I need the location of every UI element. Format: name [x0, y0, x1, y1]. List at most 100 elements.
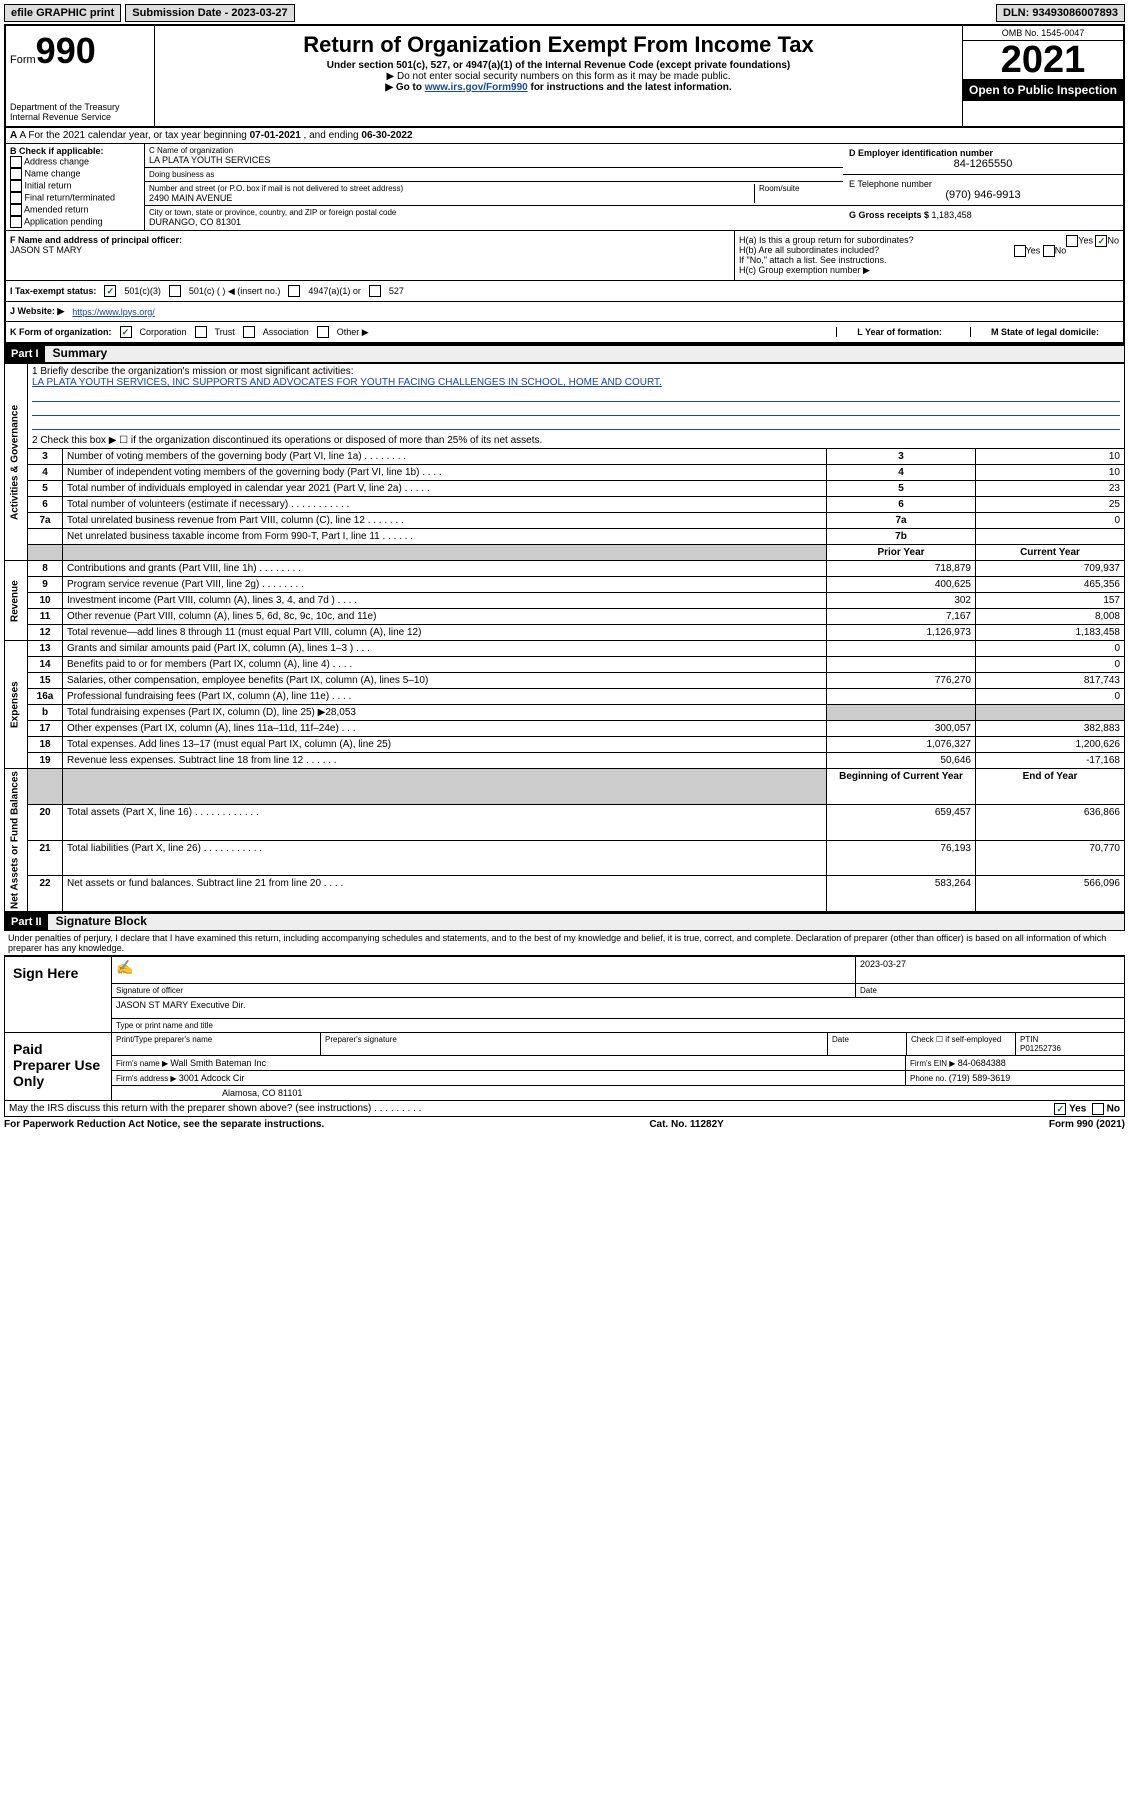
line-19: 19Revenue less expenses. Subtract line 1… — [5, 753, 1125, 769]
line-10: 10Investment income (Part VIII, column (… — [5, 593, 1125, 609]
line-16a: 16aProfessional fundraising fees (Part I… — [5, 689, 1125, 705]
org-name: LA PLATA YOUTH SERVICES — [149, 155, 839, 165]
check-amended-return[interactable]: Amended return — [10, 204, 140, 216]
check-4947[interactable] — [288, 285, 300, 297]
line-15: 15Salaries, other compensation, employee… — [5, 673, 1125, 689]
row-i-tax-status: I Tax-exempt status: 501(c)(3) 501(c) ( … — [4, 281, 1125, 302]
q1-mission[interactable]: LA PLATA YOUTH SERVICES, INC SUPPORTS AN… — [32, 377, 662, 388]
officer-printed-name: JASON ST MARY Executive Dir. — [112, 998, 1124, 1018]
discuss-row: May the IRS discuss this return with the… — [4, 1101, 1125, 1117]
sidelabel-netassets: Net Assets or Fund Balances — [5, 769, 28, 912]
efile-box[interactable]: efile GRAPHIC print — [4, 4, 121, 22]
line-3: 3Number of voting members of the governi… — [5, 449, 1125, 465]
check-other[interactable] — [317, 326, 329, 338]
form-header: Form990 Department of the Treasury Inter… — [4, 24, 1125, 128]
q2-text: 2 Check this box ▶ ☐ if the organization… — [28, 433, 1125, 449]
line-14: 14Benefits paid to or for members (Part … — [5, 657, 1125, 673]
suite-label: Room/suite — [759, 184, 839, 193]
line-7a: 7aTotal unrelated business revenue from … — [5, 513, 1125, 529]
part-i-header: Part ISummary — [4, 344, 1125, 363]
addr-label: Number and street (or P.O. box if mail i… — [149, 184, 754, 193]
line-20: 20Total assets (Part X, line 16) . . . .… — [5, 804, 1125, 840]
subtitle-2: ▶ Do not enter social security numbers o… — [159, 71, 958, 82]
f-label: F Name and address of principal officer: — [10, 235, 730, 245]
row-j-website: J Website: ▶ https://www.lpys.org/ — [4, 302, 1125, 322]
check-corporation[interactable] — [120, 326, 132, 338]
form-title: Return of Organization Exempt From Incom… — [159, 32, 958, 58]
line-6: 6Total number of volunteers (estimate if… — [5, 497, 1125, 513]
b-label: B Check if applicable: — [10, 146, 140, 156]
check-501c[interactable] — [169, 285, 181, 297]
line-18: 18Total expenses. Add lines 13–17 (must … — [5, 737, 1125, 753]
sign-date: 2023-03-27 — [856, 957, 1124, 983]
firm-name: Wall Smith Bateman Inc — [170, 1058, 266, 1068]
check-association[interactable] — [243, 326, 255, 338]
ein-value: 84-1265550 — [849, 158, 1117, 170]
paid-preparer-label: Paid Preparer Use Only — [5, 1033, 112, 1100]
col-headers-1: Prior YearCurrent Year — [5, 545, 1125, 561]
sidelabel-expenses: Expenses — [5, 641, 28, 769]
dept-label: Department of the Treasury Internal Reve… — [10, 102, 150, 122]
part-ii-header: Part IISignature Block — [4, 912, 1125, 931]
signature-section: Sign Here ✍ 2023-03-27 Signature of offi… — [4, 955, 1125, 1101]
sig-of-officer-label: Signature of officer — [112, 984, 856, 997]
dba-label: Doing business as — [149, 170, 839, 179]
declaration-text: Under penalties of perjury, I declare th… — [4, 931, 1125, 955]
check-application-pending[interactable]: Application pending — [10, 216, 140, 228]
sign-here-label: Sign Here — [5, 957, 112, 1032]
line-5: 5Total number of individuals employed in… — [5, 481, 1125, 497]
discuss-no[interactable] — [1092, 1103, 1104, 1115]
street-address: 2490 MAIN AVENUE — [149, 193, 754, 203]
firm-addr2: Alamosa, CO 81101 — [112, 1086, 1124, 1100]
form-number: Form990 — [10, 30, 150, 72]
firm-addr1: 3001 Adcock Cir — [179, 1073, 245, 1083]
tax-year: 2021 — [963, 41, 1123, 79]
line-16b: bTotal fundraising expenses (Part IX, co… — [5, 705, 1125, 721]
instructions-link[interactable]: www.irs.gov/Form990 — [425, 82, 528, 93]
cat-no: Cat. No. 11282Y — [649, 1119, 723, 1130]
section-fh: F Name and address of principal officer:… — [4, 231, 1125, 281]
form-ref: Form 990 (2021) — [1049, 1119, 1125, 1130]
q1-label: 1 Briefly describe the organization's mi… — [32, 366, 1120, 377]
summary-table: Activities & Governance 1 Briefly descri… — [4, 363, 1125, 912]
sidelabel-governance: Activities & Governance — [5, 364, 28, 561]
l-label: L Year of formation: — [857, 327, 942, 337]
line-11: 11Other revenue (Part VIII, column (A), … — [5, 609, 1125, 625]
subtitle-1: Under section 501(c), 527, or 4947(a)(1)… — [159, 60, 958, 71]
m-label: M State of legal domicile: — [991, 327, 1099, 337]
date-label: Date — [856, 984, 1124, 997]
ha-question: H(a) Is this a group return for subordin… — [739, 235, 1119, 245]
check-trust[interactable] — [195, 326, 207, 338]
city-value: DURANGO, CO 81301 — [149, 217, 839, 227]
city-label: City or town, state or province, country… — [149, 208, 839, 217]
section-bcdeg: B Check if applicable: Address change Na… — [4, 144, 1125, 231]
firm-phone: (719) 589-3619 — [949, 1073, 1011, 1083]
firm-ein: 84-0684388 — [958, 1058, 1006, 1068]
check-527[interactable] — [369, 285, 381, 297]
line-12: 12Total revenue—add lines 8 through 11 (… — [5, 625, 1125, 641]
c-name-label: C Name of organization — [149, 146, 839, 155]
line-9: 9Program service revenue (Part VIII, lin… — [5, 577, 1125, 593]
submission-box: Submission Date - 2023-03-27 — [125, 4, 294, 22]
line-4: 4Number of independent voting members of… — [5, 465, 1125, 481]
subtitle-3: ▶ Go to www.irs.gov/Form990 for instruct… — [159, 82, 958, 93]
website-link[interactable]: https://www.lpys.org/ — [72, 307, 155, 317]
check-501c3[interactable] — [104, 285, 116, 297]
line-7b: Net unrelated business taxable income fr… — [5, 529, 1125, 545]
ptin-value: P01252736 — [1020, 1044, 1061, 1053]
check-final-return[interactable]: Final return/terminated — [10, 192, 140, 204]
officer-name: JASON ST MARY — [10, 245, 730, 255]
line-22: 22Net assets or fund balances. Subtract … — [5, 876, 1125, 912]
check-address-change[interactable]: Address change — [10, 156, 140, 168]
line-17: 17Other expenses (Part IX, column (A), l… — [5, 721, 1125, 737]
hb-question: H(b) Are all subordinates included? Yes … — [739, 245, 1119, 255]
discuss-yes[interactable] — [1054, 1103, 1066, 1115]
check-initial-return[interactable]: Initial return — [10, 180, 140, 192]
check-name-change[interactable]: Name change — [10, 168, 140, 180]
dln-box: DLN: 93493086007893 — [996, 4, 1125, 22]
phone-value: (970) 946-9913 — [849, 189, 1117, 201]
open-inspection: Open to Public Inspection — [963, 79, 1123, 101]
e-label: E Telephone number — [849, 179, 1117, 189]
row-a-tax-year: A A For the 2021 calendar year, or tax y… — [4, 128, 1125, 144]
row-klm: K Form of organization: Corporation Trus… — [4, 322, 1125, 344]
